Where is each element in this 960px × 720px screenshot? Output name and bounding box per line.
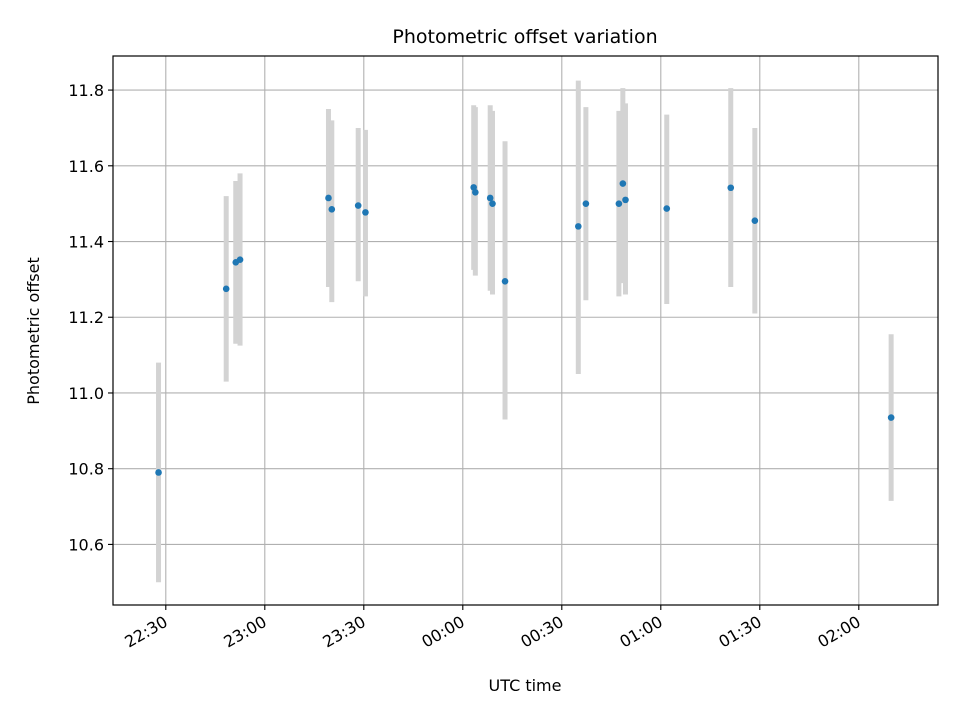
data-point <box>472 189 479 196</box>
grid <box>113 56 938 605</box>
data-point <box>328 206 336 213</box>
data-point <box>325 194 332 202</box>
y-tick-label: 11.0 <box>68 384 104 403</box>
y-axis-label: Photometric offset <box>24 257 43 405</box>
y-tick-label: 11.4 <box>68 233 104 252</box>
y-tick-label: 11.8 <box>68 81 104 100</box>
x-axis-label: UTC time <box>489 676 562 695</box>
plot-frame <box>112 55 939 606</box>
data-point <box>619 180 627 187</box>
data-point <box>489 200 496 207</box>
data-points <box>155 180 895 476</box>
data-point <box>751 217 759 224</box>
data-point <box>727 184 735 192</box>
y-axis-ticks: 10.6 10.8 11.0 11.2 11.4 11.6 11.8 <box>68 81 113 554</box>
data-point <box>222 285 230 293</box>
data-point <box>236 256 244 263</box>
y-tick-label: 11.2 <box>68 308 104 327</box>
data-point <box>622 196 629 204</box>
data-point <box>362 209 369 216</box>
data-point <box>615 200 623 207</box>
y-tick-label: 10.6 <box>68 535 104 554</box>
data-point <box>887 414 895 421</box>
data-point <box>486 194 494 202</box>
y-tick-label: 10.8 <box>68 460 104 479</box>
data-point <box>582 200 590 207</box>
data-point <box>663 205 671 212</box>
data-point <box>155 469 162 476</box>
y-tick-label: 11.6 <box>68 157 104 176</box>
chart-title: Photometric offset variation <box>392 26 657 48</box>
data-point <box>354 202 362 209</box>
data-point <box>575 223 582 230</box>
data-point <box>501 277 509 285</box>
